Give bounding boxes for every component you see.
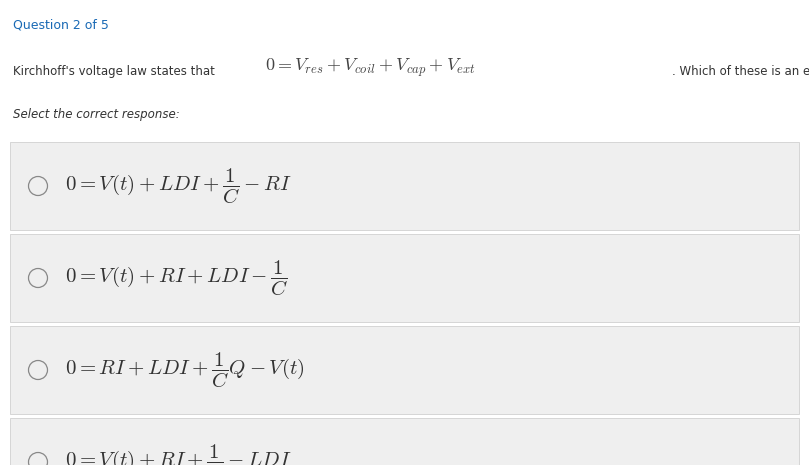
Text: Kirchhoff's voltage law states that: Kirchhoff's voltage law states that — [13, 66, 215, 79]
Text: $0 = RI + LDI + \dfrac{1}{C}Q - V(t)$: $0 = RI + LDI + \dfrac{1}{C}Q - V(t)$ — [65, 350, 305, 390]
Text: $0 = V(t) + RI + LDI - \dfrac{1}{C}$: $0 = V(t) + RI + LDI - \dfrac{1}{C}$ — [65, 258, 289, 298]
Text: Select the correct response:: Select the correct response: — [13, 108, 180, 121]
Bar — [10, 418, 799, 465]
Text: $0 = V_{res} + V_{coil} + V_{cap} + V_{ext}$: $0 = V_{res} + V_{coil} + V_{cap} + V_{e… — [265, 57, 476, 79]
Bar — [10, 326, 799, 414]
Bar — [10, 234, 799, 322]
Bar — [10, 142, 799, 230]
Text: . Which of these is an equivalent equation?: . Which of these is an equivalent equati… — [672, 66, 809, 79]
Text: $0 = V(t) + LDI + \dfrac{1}{C} - RI$: $0 = V(t) + LDI + \dfrac{1}{C} - RI$ — [65, 166, 291, 206]
Text: Question 2 of 5: Question 2 of 5 — [13, 18, 109, 31]
Text: $0 = V(t) + RI + \dfrac{1}{C} - LDI$: $0 = V(t) + RI + \dfrac{1}{C} - LDI$ — [65, 442, 291, 465]
